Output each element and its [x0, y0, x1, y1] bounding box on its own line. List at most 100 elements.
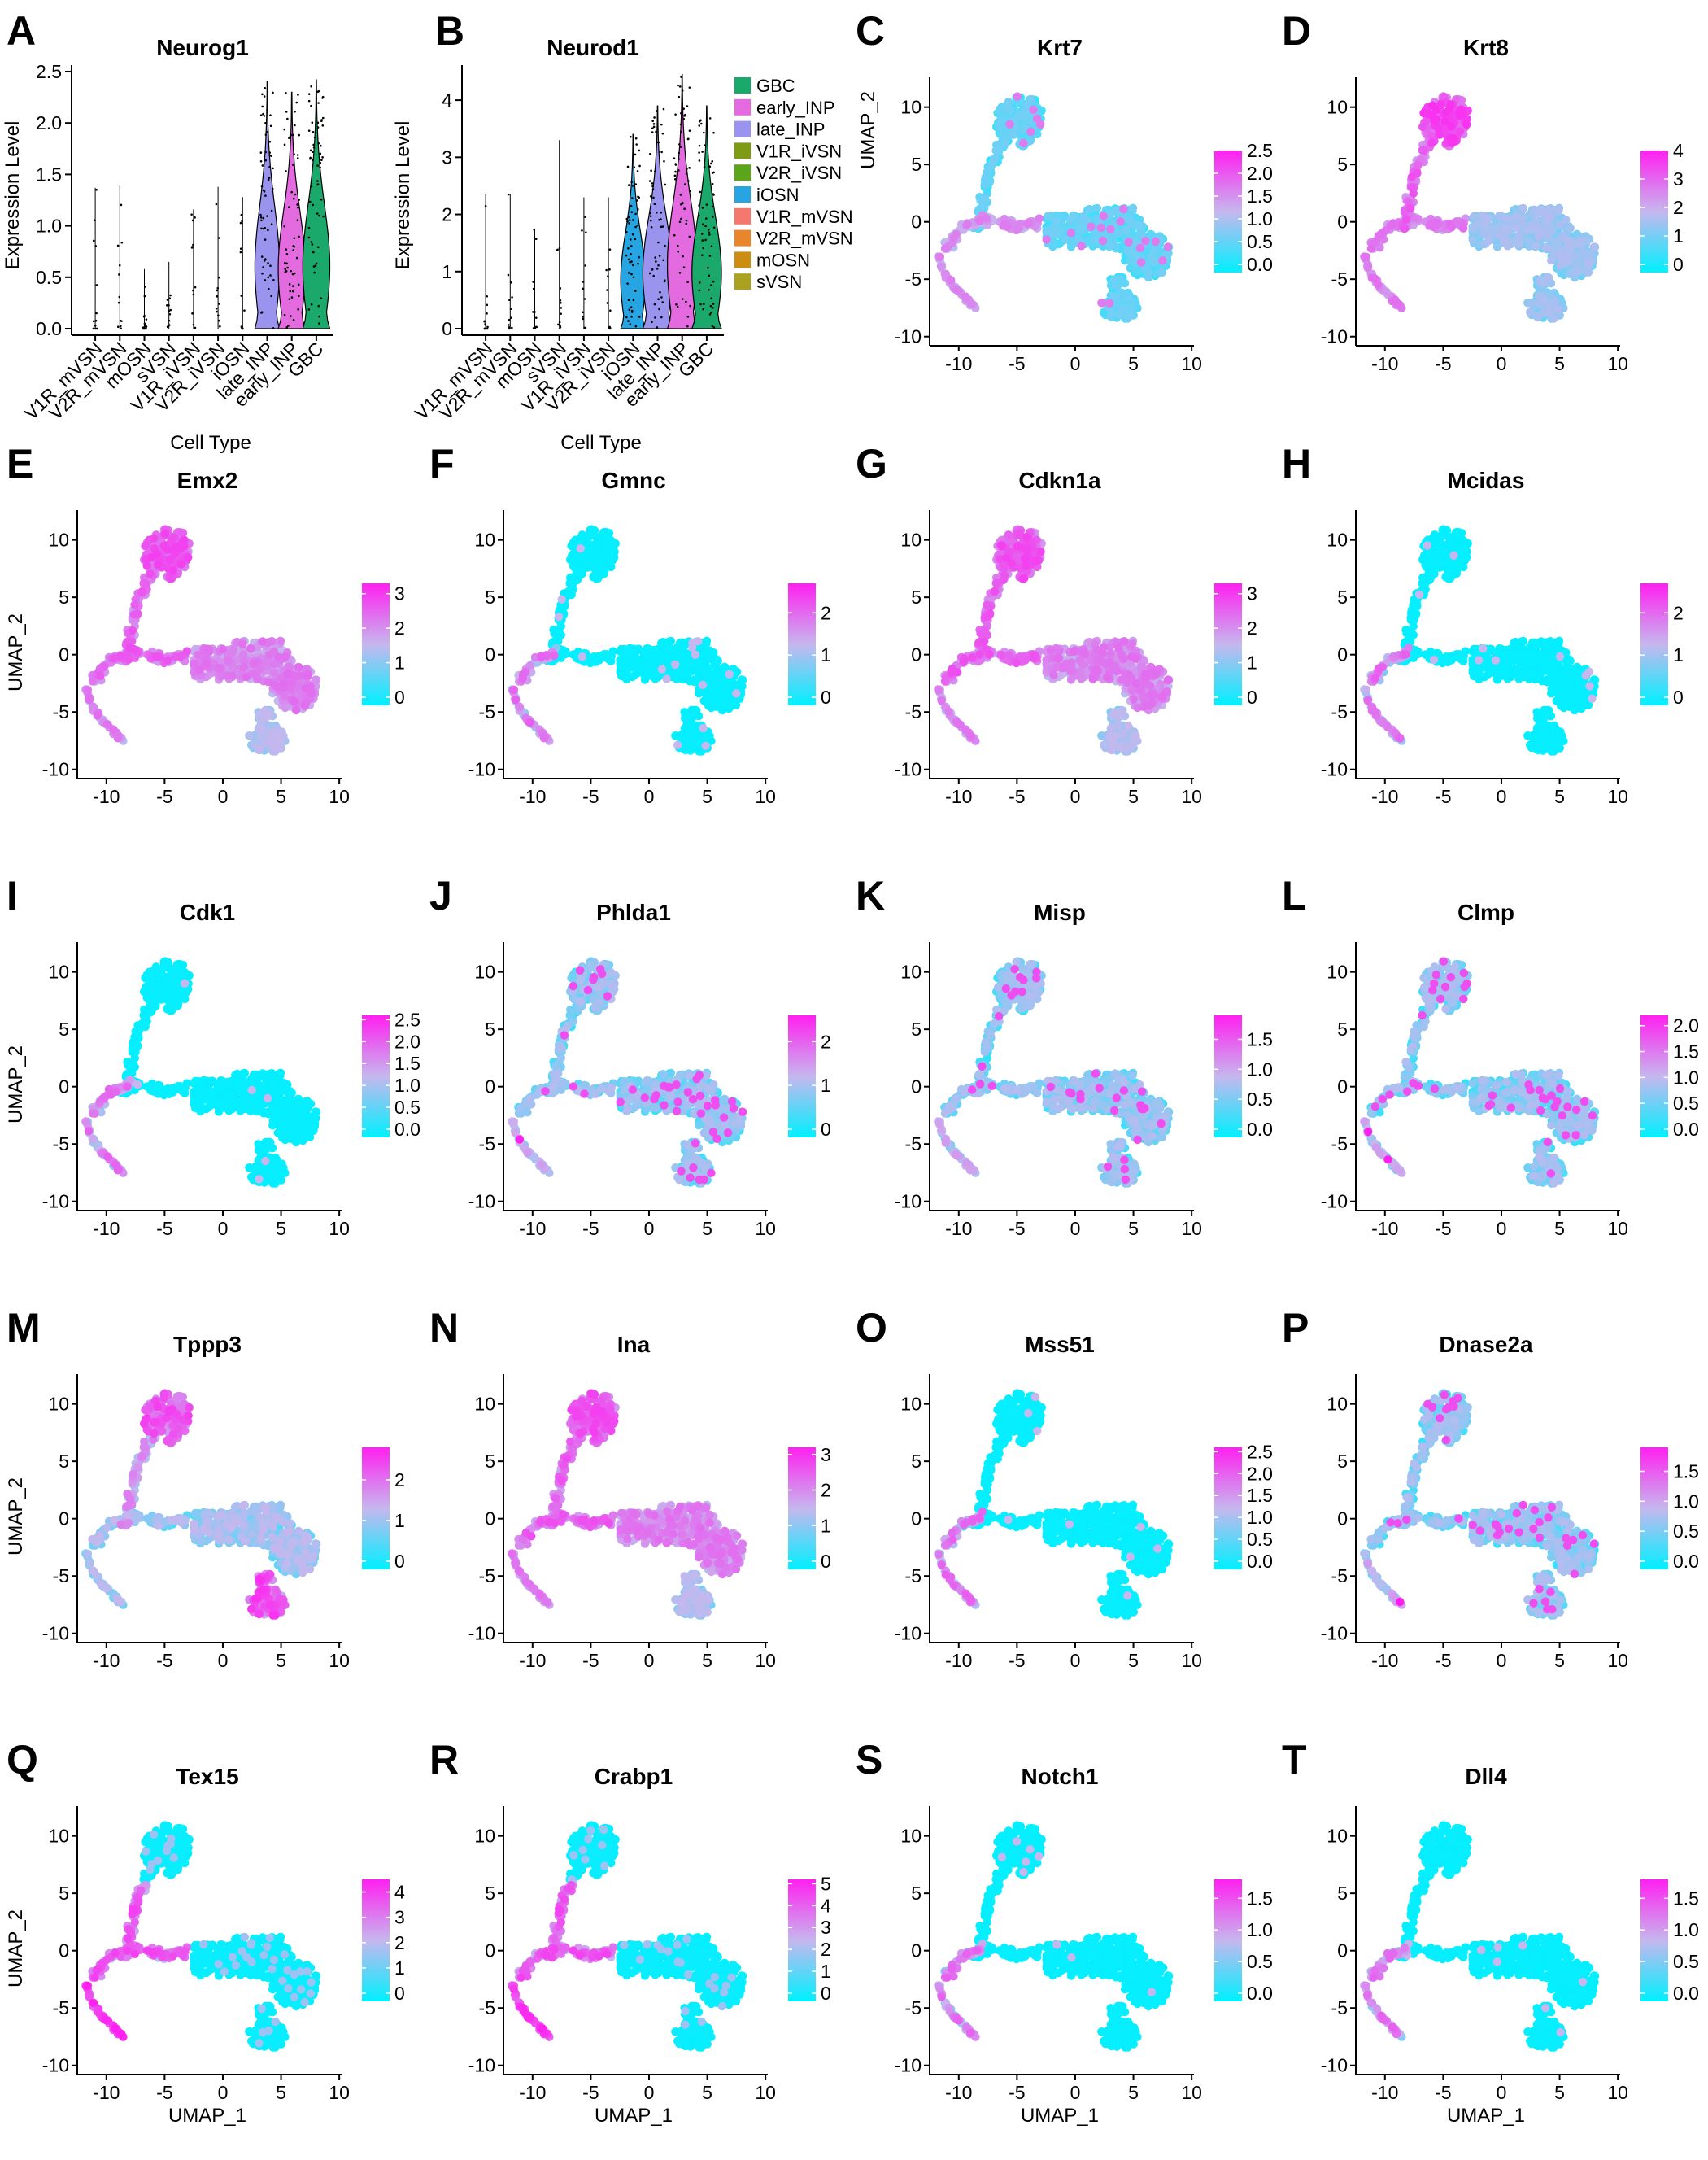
violin-point: [701, 233, 704, 235]
umap-cell: [624, 673, 632, 681]
violin-point: [267, 229, 269, 232]
umap-cell: [711, 664, 719, 672]
umap-cell: [596, 549, 604, 557]
panel-label: F: [429, 441, 455, 487]
violin-point: [534, 311, 536, 313]
colorbar: [362, 583, 390, 705]
umap-cell: [264, 710, 272, 718]
colorbar-label: 2.5: [1247, 140, 1273, 161]
y-tick-label: 2: [442, 204, 452, 225]
legend-swatch-sVSN: [734, 273, 751, 290]
violin-point: [609, 248, 612, 251]
umap-cell: [1115, 311, 1123, 319]
violin-point: [241, 220, 243, 222]
umap-cell: [937, 262, 945, 270]
violin-point: [320, 120, 323, 122]
violin-point: [712, 303, 715, 305]
violin-point: [702, 247, 704, 250]
umap-cell: [585, 532, 593, 540]
umap-cell: [1554, 305, 1562, 313]
violin-point: [708, 233, 711, 236]
violin-point: [120, 242, 123, 244]
umap-cell: [215, 664, 223, 672]
violin-point: [585, 264, 587, 267]
violin-point: [710, 298, 712, 300]
umap-cell: [1446, 220, 1454, 228]
umap-cell: [691, 678, 699, 686]
colorbar-label: 1: [1673, 225, 1684, 247]
violin-point: [655, 260, 657, 263]
y-tick-label: 10: [474, 530, 495, 551]
x-tick-label: 5: [1554, 353, 1565, 374]
umap-cell: [660, 638, 668, 646]
violin-point: [317, 122, 320, 124]
umap-cell: [84, 686, 92, 694]
violin-point: [651, 182, 654, 185]
violin-point: [710, 312, 712, 314]
violin-point: [194, 216, 196, 219]
umap-cell: [116, 652, 124, 660]
violin-point: [709, 165, 712, 168]
violin-point: [682, 298, 684, 300]
violin-point: [709, 255, 712, 257]
violin-point: [689, 305, 691, 308]
umap-cell: [1137, 258, 1145, 266]
umap-cell: [1493, 242, 1501, 251]
umap-cell: [247, 644, 255, 652]
violin-point: [634, 154, 637, 156]
umap-cell: [586, 659, 595, 667]
umap-cell: [1540, 295, 1548, 303]
violin-point: [688, 167, 691, 169]
violin-point: [283, 129, 285, 131]
violin-point: [260, 220, 263, 222]
violin-point: [168, 320, 171, 322]
y-tick-label: 0: [911, 644, 922, 665]
violin-point: [288, 206, 290, 208]
legend-swatch-mOSN: [734, 251, 751, 268]
umap-cell: [1564, 240, 1572, 248]
umap-cell: [1502, 225, 1510, 233]
y-tick-label: 10: [900, 97, 922, 118]
umap-cell: [1152, 238, 1160, 246]
umap-cell: [1001, 139, 1009, 147]
violin-point: [686, 325, 689, 328]
violin-point: [698, 204, 700, 207]
x-tick-label: 0: [1497, 353, 1507, 374]
violin-point: [272, 92, 274, 94]
umap-cell: [699, 724, 707, 732]
umap-cell: [662, 674, 670, 683]
violin-point: [193, 294, 195, 296]
umap-cell: [525, 718, 534, 727]
violin-point: [628, 222, 630, 225]
violin-point: [627, 320, 630, 322]
violin-point: [308, 93, 311, 95]
violin-point: [288, 137, 290, 139]
violin-point: [93, 321, 95, 323]
violin-point: [712, 193, 715, 195]
umap-cell: [1546, 213, 1554, 221]
violin-point: [685, 223, 687, 225]
umap-cell: [177, 560, 185, 568]
umap-cell: [732, 689, 740, 697]
legend-swatch-V2R_mVSN: [734, 230, 751, 247]
violin-point: [630, 181, 633, 183]
panel-title: Neurog1: [156, 35, 249, 60]
umap-cell: [1164, 242, 1172, 251]
violin-point: [297, 219, 299, 221]
violin-point: [292, 290, 294, 293]
umap-cell: [1124, 238, 1132, 246]
violin-point: [290, 191, 293, 194]
violin-point: [637, 208, 639, 211]
violin-point: [297, 157, 299, 159]
umap-cells: [508, 525, 747, 755]
violin-point: [678, 143, 681, 146]
violin-point: [686, 105, 689, 107]
umap-cell: [643, 648, 651, 656]
violin-point: [318, 305, 320, 308]
umap-cell: [975, 216, 983, 225]
umap-cell: [1100, 212, 1108, 220]
colorbar-label: 1.0: [1247, 208, 1273, 229]
umap-cell: [1122, 227, 1131, 235]
umap-cell: [512, 696, 520, 704]
umap-cell: [280, 679, 288, 687]
